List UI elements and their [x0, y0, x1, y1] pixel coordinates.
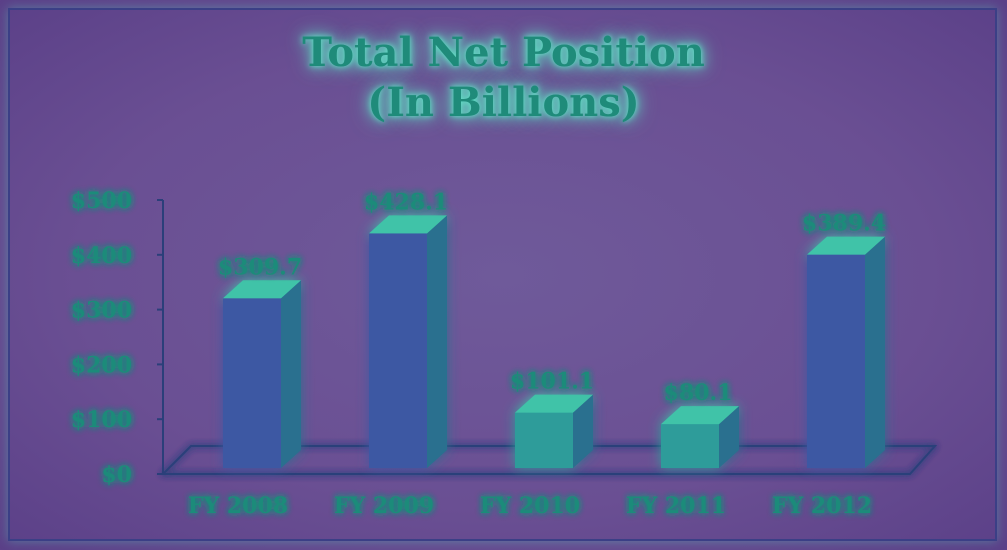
bar-top-face [369, 215, 447, 234]
bar-top-face [661, 406, 739, 425]
bar-side-face [281, 280, 301, 468]
bar [369, 215, 447, 468]
chart-title: Total Net Position (In Billions) [0, 28, 1007, 128]
bar [223, 280, 301, 468]
labels-layer: $309.7 FY 2008 $428.1 FY 2009 $101.1 FY 2010 $… [188, 189, 886, 519]
x-category-label: FY 2010 [480, 493, 580, 519]
chart-border [8, 8, 997, 541]
y-tick-label: $0 [101, 462, 132, 488]
y-tick-label: $400 [71, 243, 132, 269]
bar [807, 236, 885, 468]
bar-front-face [223, 298, 281, 468]
x-category-label: FY 2008 [188, 493, 288, 519]
bar-front-face [661, 424, 719, 468]
bar-side-face [573, 394, 593, 468]
chart-title-line2: (In Billions) [367, 79, 640, 126]
bar-front-face [515, 412, 573, 468]
chart-floor [160, 445, 938, 475]
y-tick-label: $100 [71, 407, 132, 433]
bar-value-label: $389.4 [802, 211, 886, 237]
x-category-label: FY 2009 [334, 493, 434, 519]
bar-value-label: $80.1 [664, 380, 733, 406]
bar-top-face [515, 394, 593, 413]
y-tick-label: $300 [71, 298, 132, 324]
chart-title-line1: Total Net Position [302, 29, 705, 76]
bar-side-face [719, 406, 739, 468]
bar [661, 406, 739, 468]
y-tick-label: $200 [71, 352, 132, 378]
bar [515, 394, 593, 468]
bar-side-face [865, 236, 885, 468]
bar-value-label: $101.1 [510, 369, 594, 395]
bar-front-face [369, 233, 427, 468]
bar-value-label: $428.1 [364, 189, 448, 215]
bar-top-face [807, 236, 885, 255]
bar-top-face [223, 280, 301, 299]
axis-layer: $0 $100 $200 $300 $400 $500 [71, 188, 938, 488]
x-category-label: FY 2011 [626, 493, 726, 519]
bar-side-face [427, 215, 447, 468]
bars-layer [223, 215, 885, 468]
bar-value-label: $309.7 [218, 254, 302, 280]
y-tick-label: $500 [71, 188, 132, 214]
bar-front-face [807, 254, 865, 468]
x-category-label: FY 2012 [772, 493, 872, 519]
